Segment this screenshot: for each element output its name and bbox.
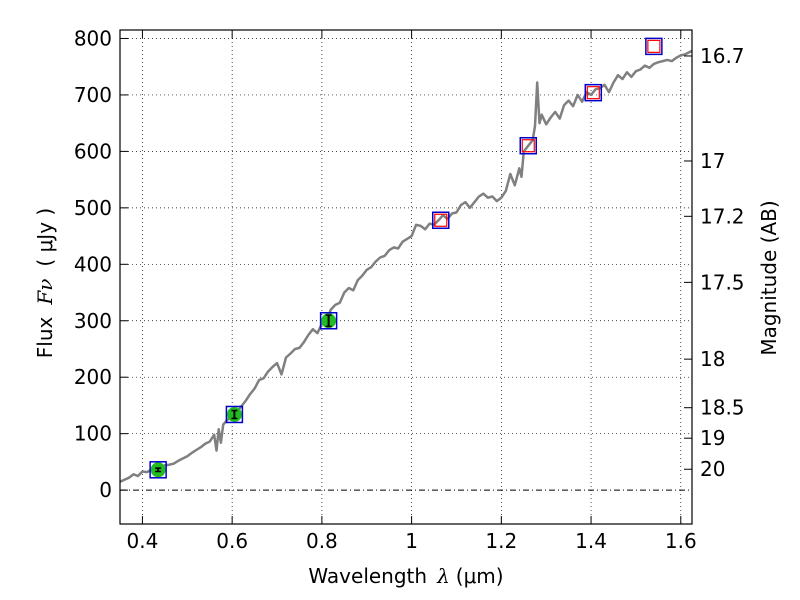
upper-limit-marker	[434, 213, 448, 227]
y-tick-label: 500	[74, 196, 112, 220]
model-flux-marker	[225, 405, 244, 424]
y-tick-label: 100	[74, 422, 112, 446]
magnitude-tick-label: 18.5	[700, 396, 745, 420]
x-axis-label-symbol: λ	[436, 564, 450, 588]
x-axis-ticks: 0.4 0.6 0.8 1 1.2 1.4 1.6	[127, 30, 697, 553]
y-axis-label-unit: ( μJy )	[33, 208, 57, 267]
magnitude-tick-label: 17	[700, 149, 725, 173]
upper-limit-marker	[586, 86, 600, 100]
y-tick-label: 800	[74, 26, 112, 50]
photometry-markers	[149, 37, 663, 479]
y-axis-label-symbol: Fν	[33, 279, 57, 306]
magnitude-tick-label: 16.7	[700, 44, 745, 68]
x-axis-label: Wavelength λ (μm)	[308, 564, 503, 588]
x-tick-label: 1.4	[575, 529, 607, 553]
model-flux-marker	[645, 37, 663, 56]
y-tick-label: 400	[74, 252, 112, 276]
magnitude-axis-label: Magnitude (AB)	[757, 200, 781, 355]
magnitude-tick-label: 19	[700, 426, 725, 450]
model-flux-marker	[584, 83, 603, 102]
x-axis-label-prefix: Wavelength	[308, 564, 427, 588]
magnitude-axis-ticks: 16.7 17 17.2 17.5 18 18.5 19 20	[684, 44, 745, 481]
x-tick-label: 0.6	[216, 529, 248, 553]
magnitude-tick-label: 17.5	[700, 270, 745, 294]
magnitude-tick-label: 17.2	[700, 204, 745, 228]
y-axis-ticks: 0 100 200 300 400 500 600 700 800	[74, 26, 128, 502]
spectrum-line	[120, 49, 692, 483]
y-axis-label-prefix: Flux	[33, 316, 57, 358]
magnitude-tick-label: 18	[700, 347, 725, 371]
x-tick-label: 0.4	[127, 529, 159, 553]
model-flux-marker	[149, 461, 167, 479]
plot-frame	[119, 29, 693, 525]
y-tick-label: 300	[74, 309, 112, 333]
y-tick-label: 200	[74, 365, 112, 389]
upper-limit-marker	[521, 139, 535, 153]
x-axis-label-unit: (μm)	[456, 564, 504, 588]
magnitude-tick-label: 20	[700, 457, 725, 481]
x-tick-label: 1.2	[485, 529, 517, 553]
x-tick-label: 1.6	[665, 529, 697, 553]
upper-limit-marker	[647, 39, 661, 53]
y-tick-label: 0	[99, 478, 112, 502]
y-tick-label: 600	[74, 139, 112, 163]
x-tick-label: 1	[405, 529, 418, 553]
y-tick-label: 700	[74, 83, 112, 107]
plot-area	[120, 37, 692, 483]
model-flux-marker	[319, 312, 338, 330]
y-axis-label: Flux Fν ( μJy )	[33, 208, 57, 358]
grid	[120, 30, 692, 524]
x-tick-label: 0.8	[306, 529, 338, 553]
model-flux-marker	[519, 136, 538, 155]
model-flux-marker	[432, 211, 450, 230]
